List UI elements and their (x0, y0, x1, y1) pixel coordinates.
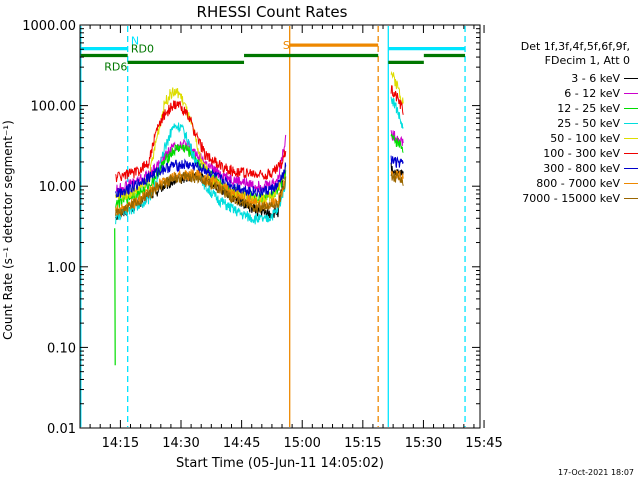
x-tick-label: 14:30 (162, 436, 199, 451)
flag-label-rd0: RD0 (131, 43, 154, 56)
plot-frame (79, 24, 481, 429)
series-line (390, 133, 404, 153)
x-tick-label: 14:45 (223, 436, 260, 451)
x-tick-label: 15:15 (344, 436, 381, 451)
legend-swatch (624, 182, 638, 184)
chart-title: RHESSI Count Rates (197, 3, 348, 21)
legend-entry: 50 - 100 keV (550, 131, 638, 145)
series-line (390, 171, 404, 186)
y-tick-label: 1000.00 (22, 19, 76, 34)
legend-swatch (624, 137, 638, 139)
legend-label: 3 - 6 keV (571, 71, 620, 85)
series-line-initial-drop (114, 228, 116, 366)
x-tick-label: 15:30 (405, 436, 442, 451)
y-tick-label: 10.00 (39, 180, 76, 195)
y-axis-label: Count Rate (s⁻¹ detector segment⁻¹) (1, 120, 15, 340)
legend-label: 800 - 7000 keV (536, 176, 620, 190)
series-line (390, 85, 404, 115)
generation-timestamp: 17-Oct-2021 18:07 (558, 468, 634, 477)
x-tick-label: 15:00 (283, 436, 320, 451)
legend-entry: 3 - 6 keV (571, 71, 638, 85)
legend-swatch (624, 152, 638, 154)
x-tick-label: 14:15 (102, 436, 139, 451)
x-axis-label: Start Time (05-Jun-11 14:05:02) (176, 456, 384, 471)
legend-swatch (624, 122, 638, 124)
x-tick-label: 15:45 (465, 436, 502, 451)
legend-swatch (624, 92, 638, 94)
legend-swatch (624, 77, 638, 79)
flag-label-rd6: RD6 (104, 60, 127, 73)
y-tick-label: 1.00 (47, 261, 76, 276)
legend-entry: 800 - 7000 keV (536, 176, 638, 190)
legend-label: 50 - 100 keV (550, 131, 620, 145)
legend-label: 6 - 12 keV (564, 86, 620, 100)
series-line (115, 171, 287, 217)
legend-entry: 6 - 12 keV (564, 86, 638, 100)
series-line (115, 100, 287, 183)
legend-entry: 100 - 300 keV (543, 146, 638, 160)
flag-label-n: N (131, 35, 139, 48)
legend-label: 7000 - 15000 keV (522, 191, 620, 205)
y-tick-label: 0.01 (47, 422, 76, 437)
legend-header-line-2: FDecim 1, Att 0 (544, 54, 630, 67)
legend-swatch (624, 167, 638, 169)
legend-swatch (624, 107, 638, 109)
legend-entry: 300 - 800 keV (543, 161, 638, 175)
legend-entry: 7000 - 15000 keV (522, 191, 638, 205)
legend-label: 25 - 50 keV (557, 116, 620, 130)
y-tick-label: 100.00 (31, 100, 77, 115)
series-line (115, 158, 287, 198)
y-tick-label: 0.10 (47, 341, 76, 356)
series-line (390, 96, 404, 129)
legend-entry: 25 - 50 keV (557, 116, 638, 130)
legend-header-line-1: Det 1f,3f,4f,5f,6f,9f, (520, 40, 630, 53)
legend-label: 100 - 300 keV (543, 146, 620, 160)
legend-label: 300 - 800 keV (543, 161, 620, 175)
legend-entry: 12 - 25 keV (557, 101, 638, 115)
legend-swatch (624, 197, 638, 199)
series-line (390, 155, 404, 168)
flag-label-s: S (283, 39, 290, 52)
series-line (390, 130, 404, 147)
legend-label: 12 - 25 keV (557, 101, 620, 115)
